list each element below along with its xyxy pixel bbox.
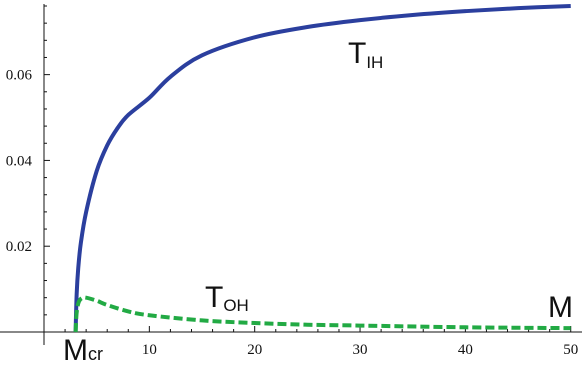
series-line-t-oh	[73, 295, 571, 333]
x-tick-label: 20	[247, 342, 262, 358]
series-label-t-oh: TOH	[205, 281, 249, 315]
series-group	[73, 4, 571, 333]
x-axis-label: M	[548, 291, 573, 324]
x-tick-label: 30	[353, 342, 368, 358]
x-tick-label: 10	[142, 342, 157, 358]
x-marker-label-main: M	[63, 334, 88, 367]
x-tick-label: 50	[563, 342, 578, 358]
x-marker-label-sub: cr	[88, 344, 103, 364]
y-tick-label: 0.06	[6, 68, 33, 84]
series-label-t-ih-main: T	[348, 37, 366, 70]
x-tick-label: 40	[458, 342, 473, 358]
x-ticks: 10 20 30 40 50	[64, 326, 578, 358]
y-tick-label: 0.04	[6, 153, 33, 169]
series-label-t-oh-sub: OH	[223, 296, 249, 315]
series-line-t-ih	[73, 4, 571, 333]
series-label-t-oh-main: T	[205, 281, 223, 314]
series-label-t-ih: TIH	[348, 37, 383, 72]
y-ticks: 0.02 0.04 0.06	[6, 5, 50, 316]
x-marker-label-mcr: Mcr	[63, 334, 103, 367]
y-tick-label: 0.02	[6, 239, 32, 255]
series-label-t-ih-sub: IH	[366, 53, 383, 72]
axes: 10 20 30 40 50 0.02 0.04 0.06	[0, 4, 582, 358]
